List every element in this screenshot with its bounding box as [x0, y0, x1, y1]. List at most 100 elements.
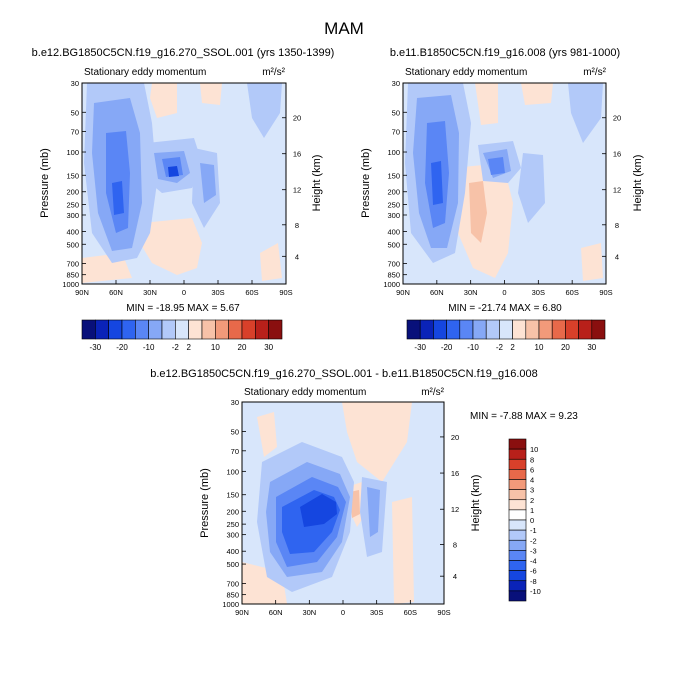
colorbar-label: 30	[587, 343, 596, 352]
colorbar-swatch	[188, 319, 203, 340]
colorbar-label: 20	[238, 343, 247, 352]
colorbar-swatch	[525, 319, 540, 340]
colorbar-label: -6	[530, 567, 537, 576]
colorbar-label: 10	[211, 343, 220, 352]
x-tick-label: 60S	[245, 288, 258, 297]
colorbar-panel-2: -30 -20 -10 -2 2 10 20 30	[406, 319, 606, 352]
panel-3-ylabel-right: Height (km)	[470, 475, 482, 532]
colorbar-swatch	[508, 458, 527, 470]
y-tick-label: 30	[231, 398, 239, 407]
panel-1: b.e12.BG1850C5CN.f19_g16.270_SSOL.001 (y…	[32, 47, 335, 314]
colorbar-swatch	[508, 479, 527, 490]
y-tick-label: 300	[387, 211, 400, 220]
y-tick-label: 250	[66, 201, 79, 210]
y-tick-label: 850	[66, 271, 79, 280]
colorbar-label: -3	[530, 546, 537, 555]
y-tick-label: 500	[387, 240, 400, 249]
colorbar-swatch	[175, 319, 189, 340]
colorbar-swatch	[499, 319, 513, 340]
y-tick-label: 70	[392, 128, 400, 137]
panel-1-negative-region	[247, 83, 282, 138]
x-tick-label: 90S	[599, 288, 612, 297]
colorbar-swatch	[508, 529, 527, 541]
height-tick-label: 12	[613, 186, 621, 195]
colorbar-swatch	[508, 499, 527, 511]
y-tick-label: 400	[226, 547, 239, 556]
colorbar-swatch	[508, 539, 527, 551]
colorbar-label: -10	[143, 343, 155, 352]
colorbar-swatch	[255, 319, 269, 340]
colorbar-swatch	[433, 319, 447, 340]
y-tick-label: 70	[231, 447, 239, 456]
colorbar-label: -10	[530, 587, 541, 596]
y-tick-label: 500	[66, 240, 79, 249]
colorbar-label: 10	[530, 445, 538, 454]
panel-3-positive-region	[392, 497, 414, 604]
y-tick-label: 700	[66, 260, 79, 269]
y-tick-label: 1000	[222, 600, 239, 609]
colorbar-swatch	[512, 319, 527, 340]
colorbar-swatch	[508, 438, 527, 450]
x-tick-label: 90N	[396, 288, 410, 297]
colorbar-label: 8	[530, 455, 534, 464]
y-tick-label: 100	[226, 467, 239, 476]
panel-1-title: b.e12.BG1850C5CN.f19_g16.270_SSOL.001 (y…	[32, 47, 335, 59]
x-tick-label: 30S	[211, 288, 224, 297]
colorbar-swatch	[508, 560, 527, 571]
colorbar-swatch	[508, 570, 527, 582]
panel-2-negative-region	[568, 83, 603, 143]
colorbar-label: -20	[116, 343, 128, 352]
x-tick-label: 60N	[109, 288, 123, 297]
panel-2-subtitle: Stationary eddy momentum	[405, 67, 527, 78]
x-tick-label: 60N	[269, 608, 283, 617]
panel-3: b.e12.BG1850C5CN.f19_g16.270_SSOL.001 - …	[150, 368, 578, 617]
panel-1-plot-area	[81, 82, 287, 285]
colorbar-swatch	[148, 319, 163, 340]
panel-1-units: m²/s²	[262, 67, 285, 78]
y-tick-label: 50	[392, 108, 400, 117]
y-tick-label: 50	[71, 108, 79, 117]
height-tick-label: 16	[613, 150, 621, 159]
colorbar-label: -1	[530, 526, 537, 535]
y-tick-label: 200	[387, 188, 400, 197]
y-tick-label: 300	[66, 211, 79, 220]
y-tick-label: 70	[71, 128, 79, 137]
panel-1-ylabel-right: Height (km)	[311, 155, 323, 212]
colorbar-swatch	[508, 519, 527, 531]
panel-1-subtitle: Stationary eddy momentum	[84, 67, 206, 78]
colorbar-label: -2	[530, 536, 537, 545]
panel-2-negative-region	[518, 153, 545, 223]
panel-3-plot-area	[241, 401, 445, 605]
colorbar-label: 6	[530, 465, 534, 474]
colorbar-swatch	[538, 319, 553, 340]
colorbar-panel-1: -30 -20 -10 -2 2 10 20 30	[81, 319, 283, 352]
colorbar-label: -4	[530, 557, 537, 566]
panel-1-negative-region	[200, 163, 216, 203]
panel-2-positive-region	[581, 243, 603, 281]
colorbar-swatch	[508, 590, 527, 602]
panel-3-stats: MIN = -7.88 MAX = 9.23	[470, 411, 578, 422]
colorbar-label: 0	[530, 516, 534, 525]
panel-1-ylabel: Pressure (mb)	[39, 148, 51, 218]
panel-2-stats: MIN = -21.74 MAX = 6.80	[448, 303, 562, 314]
x-tick-label: 60N	[430, 288, 444, 297]
y-tick-label: 250	[226, 520, 239, 529]
height-tick-label: 8	[453, 541, 457, 550]
height-tick-label: 20	[451, 433, 459, 442]
colorbar-label: -30	[90, 343, 102, 352]
colorbar-label: -2	[172, 343, 180, 352]
colorbar-label: 2	[530, 496, 534, 505]
y-tick-label: 30	[392, 79, 400, 88]
height-tick-label: 4	[295, 252, 299, 261]
colorbar-swatch	[446, 319, 461, 340]
colorbar-swatch	[508, 448, 527, 460]
colorbar-label: -30	[414, 343, 426, 352]
colorbar-label: 2	[186, 343, 191, 352]
colorbar-swatch	[201, 319, 216, 340]
y-tick-label: 1000	[62, 280, 79, 289]
y-tick-label: 100	[387, 148, 400, 157]
colorbar-label: 1	[530, 506, 534, 515]
height-tick-label: 8	[295, 221, 299, 230]
panel-2-ylabel-right: Height (km)	[632, 155, 644, 212]
